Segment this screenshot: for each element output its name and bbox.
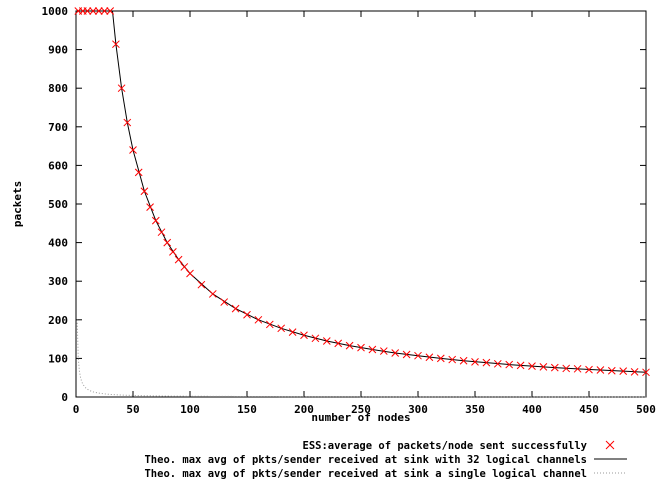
x-tick-label: 450 [579, 403, 599, 416]
ess-point [311, 334, 320, 343]
ess-point [231, 304, 240, 313]
series-line-single-channel [76, 319, 646, 398]
ess-point [220, 298, 229, 306]
ess-point [208, 290, 217, 298]
ess-point [146, 203, 154, 211]
ess-point [100, 7, 109, 15]
ess-point [414, 351, 422, 360]
x-tick-label: 500 [636, 403, 656, 416]
plot-frame [75, 10, 647, 398]
ess-point [596, 366, 605, 374]
legend-label-ess: ESS:average of packets/node sent success… [303, 440, 588, 452]
ess-point [528, 362, 536, 370]
ess-point [619, 367, 628, 375]
ess-point [642, 368, 650, 377]
ess-point [134, 168, 143, 177]
ess-point [254, 315, 263, 324]
x-tick-label: 100 [180, 403, 200, 416]
ess-point [117, 84, 126, 93]
ess-point [300, 331, 308, 340]
ess-point [448, 355, 457, 364]
ess-point [288, 328, 297, 337]
ess-point [630, 368, 639, 376]
y-tick-labels: 0 100 200 300 400 500 600 700 800 900 1000 [42, 5, 69, 404]
series-layer [74, 7, 650, 398]
x-tick-label: 50 [126, 403, 139, 416]
ess-point [345, 341, 354, 350]
x-tick-label: 250 [351, 403, 371, 416]
ess-point [265, 320, 274, 329]
ess-point [425, 353, 434, 362]
ess-point [402, 350, 411, 359]
ess-point [169, 248, 177, 256]
ess-point [197, 280, 206, 289]
ess-point [94, 7, 103, 15]
y-tick-label: 1000 [42, 5, 69, 18]
ess-point [277, 324, 286, 333]
ess-point [334, 339, 343, 348]
y-tick-label: 700 [48, 121, 68, 134]
legend: ESS:average of packets/node sent success… [144, 440, 627, 480]
ess-point [471, 358, 479, 366]
x-tick-label: 150 [237, 403, 257, 416]
ess-point [607, 366, 616, 375]
x-tick-label: 300 [408, 403, 428, 416]
y-tick-label: 800 [48, 82, 68, 95]
legend-label-single-channel: Theo. max avg of pkts/sender received at… [144, 468, 587, 480]
ess-point [482, 358, 491, 367]
ess-point [391, 349, 400, 357]
ess-point [140, 187, 149, 196]
ess-point [493, 359, 502, 368]
ess-point [368, 345, 377, 354]
ess-point [459, 356, 468, 365]
legend-label-32-channels: Theo. max avg of pkts/sender received at… [144, 454, 587, 466]
ess-point [163, 238, 172, 247]
x-tick-label: 200 [294, 403, 314, 416]
ess-point [106, 7, 115, 15]
series-line-32-channels [76, 10, 647, 373]
y-axis-label: packets [11, 181, 24, 227]
ess-point [322, 337, 331, 345]
ess-point [157, 228, 166, 237]
x-tick-label: 350 [465, 403, 485, 416]
ess-point [129, 146, 137, 154]
x-tick-label: 400 [522, 403, 542, 416]
ess-point [243, 310, 251, 319]
ess-point [83, 7, 92, 15]
legend-marker-ess [605, 440, 615, 450]
y-tick-label: 0 [61, 391, 68, 404]
ess-point [112, 40, 120, 49]
ess-point [89, 7, 97, 15]
y-tick-label: 100 [48, 352, 68, 365]
ess-point [379, 347, 388, 355]
ess-point [516, 361, 525, 370]
ess-point [357, 343, 365, 352]
x-tick-label: 0 [73, 403, 80, 416]
ess-point [562, 364, 571, 373]
ess-point [186, 269, 194, 278]
y-tick-label: 900 [48, 44, 68, 57]
y-tick-label: 600 [48, 159, 68, 172]
y-tick-label: 500 [48, 198, 68, 211]
y-tick-label: 200 [48, 314, 68, 327]
y-tick-label: 300 [48, 275, 68, 288]
ess-point [174, 255, 183, 264]
ess-point [436, 354, 445, 363]
axis-ticks [75, 10, 647, 398]
y-tick-label: 400 [48, 237, 68, 250]
x-tick-labels: 0 50 100 150 200 250 300 350 400 450 500 [73, 403, 656, 416]
ess-point [585, 365, 593, 374]
ess-point [180, 263, 189, 271]
ess-point [573, 364, 582, 373]
ess-point [151, 216, 160, 225]
ess-point [539, 363, 548, 371]
ess-point [123, 118, 132, 127]
x-axis-label: number of nodes [311, 411, 410, 424]
ess-point [550, 363, 559, 372]
ess-point [505, 360, 514, 369]
